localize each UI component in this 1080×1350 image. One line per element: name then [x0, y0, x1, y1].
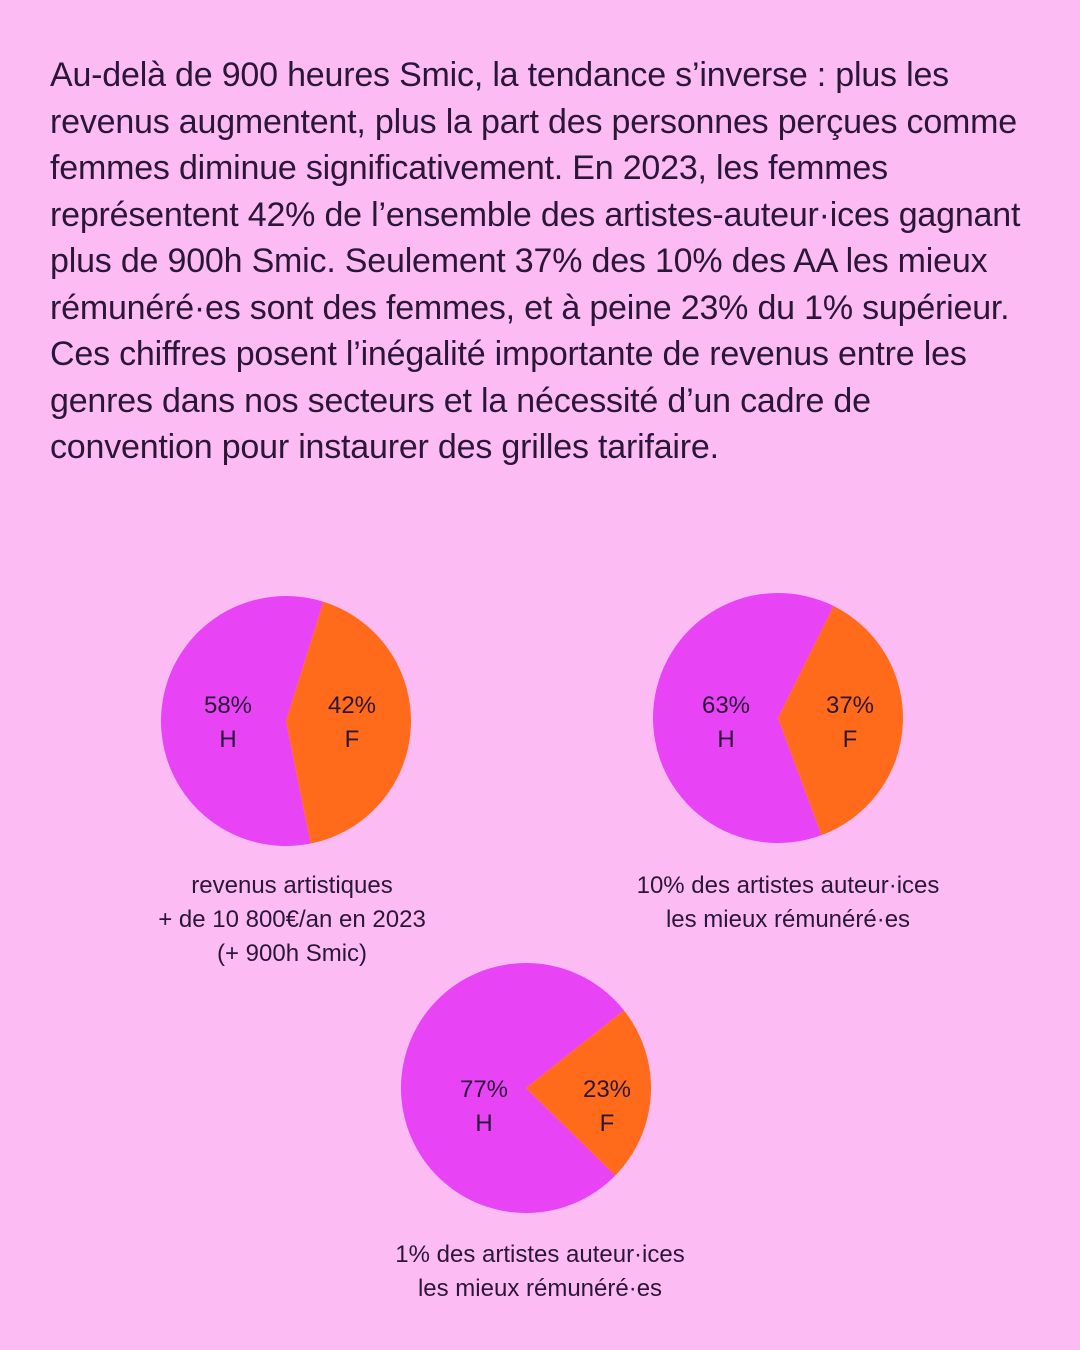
pie-2-f-name: F	[843, 726, 858, 753]
pie-3-caption-line-1: 1% des artistes auteur·ices	[395, 1241, 685, 1268]
pie-1-f-value: 42%	[328, 692, 376, 719]
pie-1-f-name: F	[345, 726, 360, 753]
pie-2-h-name: H	[717, 726, 734, 753]
pie-1-slice-f	[286, 601, 411, 844]
pie-chart-1: 58% H 42% F	[161, 596, 411, 846]
pie-1-caption: revenus artistiques + de 10 800€/an en 2…	[62, 869, 522, 971]
pie-chart-2: 63% H 37% F	[653, 593, 903, 843]
pie-3-slice-h	[401, 963, 624, 1213]
pie-1-slice-h	[161, 596, 324, 846]
pie-1-caption-line-3: (+ 900h Smic)	[216, 940, 368, 967]
pie-3-slices	[401, 963, 651, 1213]
pie-1-caption-line-1: revenus artistiques	[191, 872, 393, 899]
pie-2-h-value: 63%	[702, 692, 750, 719]
pie-2-slices	[653, 593, 903, 843]
pie-3-f-name: F	[600, 1110, 615, 1137]
intro-paragraph: Au-delà de 900 heures Smic, la tendance …	[50, 56, 1021, 466]
pie-2-caption-line-2: les mieux rémunéré·es	[665, 906, 911, 933]
pie-3-f-value: 23%	[583, 1076, 631, 1103]
pie-3-caption: 1% des artistes auteur·ices les mieux ré…	[310, 1238, 770, 1306]
pie-2-caption: 10% des artistes auteur·ices les mieux r…	[558, 869, 1018, 937]
pie-3-slice-f	[526, 1010, 651, 1176]
pie-chart-3: 77% H 23% F	[401, 963, 651, 1213]
pie-1-slices	[161, 596, 411, 846]
pie-2-caption-line-1: 10% des artistes auteur·ices	[636, 872, 940, 899]
pie-2-f-value: 37%	[826, 692, 874, 719]
pie-2-slice-f	[778, 606, 903, 836]
pie-3-h-value: 77%	[460, 1076, 508, 1103]
pie-1-caption-line-2: + de 10 800€/an en 2023	[158, 906, 426, 933]
pie-3-h-name: H	[475, 1110, 492, 1137]
pie-3-caption-line-2: les mieux rémunéré·es	[417, 1275, 663, 1302]
pie-2-slice-h	[653, 593, 834, 843]
pie-1-h-value: 58%	[204, 692, 252, 719]
pie-1-h-name: H	[219, 726, 236, 753]
